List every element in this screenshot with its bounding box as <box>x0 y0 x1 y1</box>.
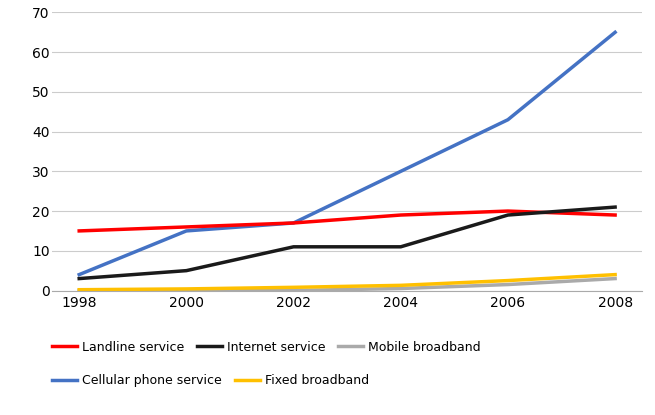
Legend: Cellular phone service, Fixed broadband: Cellular phone service, Fixed broadband <box>52 374 369 387</box>
